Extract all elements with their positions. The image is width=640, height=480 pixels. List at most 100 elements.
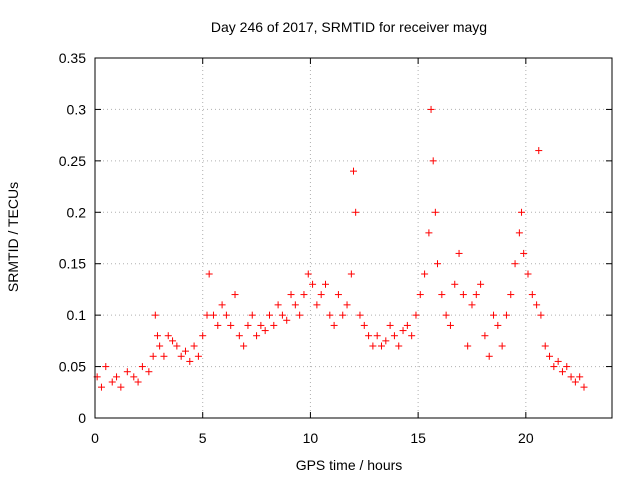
data-point [199, 332, 207, 340]
data-point [145, 368, 153, 376]
data-point [117, 383, 125, 391]
data-point [481, 332, 489, 340]
data-point [149, 352, 157, 360]
data-point [459, 291, 467, 299]
data-point [108, 378, 116, 386]
data-point [502, 311, 510, 319]
data-point [334, 291, 342, 299]
y-tick-label: 0.1 [67, 307, 87, 323]
data-point [431, 208, 439, 216]
data-point [194, 352, 202, 360]
y-tick-label: 0.25 [59, 153, 86, 169]
data-point [446, 321, 454, 329]
data-point [186, 357, 194, 365]
y-tick-label: 0 [78, 410, 86, 426]
data-point [455, 249, 463, 257]
data-point [408, 332, 416, 340]
data-point [498, 342, 506, 350]
y-tick-label: 0.05 [59, 359, 86, 375]
data-point [535, 147, 543, 155]
data-point [451, 280, 459, 288]
data-point [550, 363, 558, 371]
data-point [291, 301, 299, 309]
data-point [524, 270, 532, 278]
data-point [537, 311, 545, 319]
y-tick-label: 0.3 [67, 101, 87, 117]
data-point [257, 321, 265, 329]
data-point [477, 280, 485, 288]
data-point [326, 311, 334, 319]
data-point [330, 321, 338, 329]
data-point [321, 280, 329, 288]
data-point [134, 378, 142, 386]
data-point [576, 373, 584, 381]
y-tick-label: 0.35 [59, 50, 86, 66]
data-point [296, 311, 304, 319]
data-point [270, 321, 278, 329]
data-point [343, 301, 351, 309]
data-point [399, 327, 407, 335]
data-point [518, 208, 526, 216]
data-point [403, 321, 411, 329]
data-point [214, 321, 222, 329]
data-point [571, 378, 579, 386]
x-tick-label: 5 [199, 430, 207, 446]
data-point [190, 342, 198, 350]
data-point [382, 337, 390, 345]
data-point [360, 321, 368, 329]
data-point [378, 342, 386, 350]
x-axis-label: GPS time / hours [296, 457, 403, 473]
data-point [160, 352, 168, 360]
data-point [373, 332, 381, 340]
data-point [235, 332, 243, 340]
axis-ticks: 0 0.05 0.1 0.15 0.2 0.25 0.3 0.35 0 5 10 15 20 [59, 50, 612, 446]
data-point [472, 291, 480, 299]
data-point [253, 332, 261, 340]
x-tick-label: 0 [91, 430, 99, 446]
data-point [218, 301, 226, 309]
data-point [231, 291, 239, 299]
data-point [97, 383, 105, 391]
data-point [138, 363, 146, 371]
data-point [485, 352, 493, 360]
data-point [278, 311, 286, 319]
data-point [203, 311, 211, 319]
data-point [567, 373, 575, 381]
data-point [177, 352, 185, 360]
data-point [151, 311, 159, 319]
data-point [558, 368, 566, 376]
data-point [528, 291, 536, 299]
data-point [222, 311, 230, 319]
data-point [283, 316, 291, 324]
data-point [412, 311, 420, 319]
data-point [511, 260, 519, 268]
data-point [209, 311, 217, 319]
data-point [442, 311, 450, 319]
data-point [287, 291, 295, 299]
data-point [541, 342, 549, 350]
data-point [520, 249, 528, 257]
data-point [244, 321, 252, 329]
plot-frame [94, 57, 613, 419]
data-point [130, 373, 138, 381]
data-point [300, 291, 308, 299]
data-point [156, 342, 164, 350]
data-point [490, 311, 498, 319]
data-point [533, 301, 541, 309]
data-point [181, 347, 189, 355]
data-point [164, 332, 172, 340]
data-point [434, 260, 442, 268]
data-point [427, 105, 435, 113]
data-point [390, 332, 398, 340]
data-point [369, 342, 377, 350]
data-point [113, 373, 121, 381]
data-point [339, 311, 347, 319]
data-point [507, 291, 515, 299]
data-point [123, 368, 131, 376]
data-point [173, 342, 181, 350]
data-point [468, 301, 476, 309]
data-point [494, 321, 502, 329]
y-axis-label: SRMTID / TECUs [5, 182, 21, 292]
